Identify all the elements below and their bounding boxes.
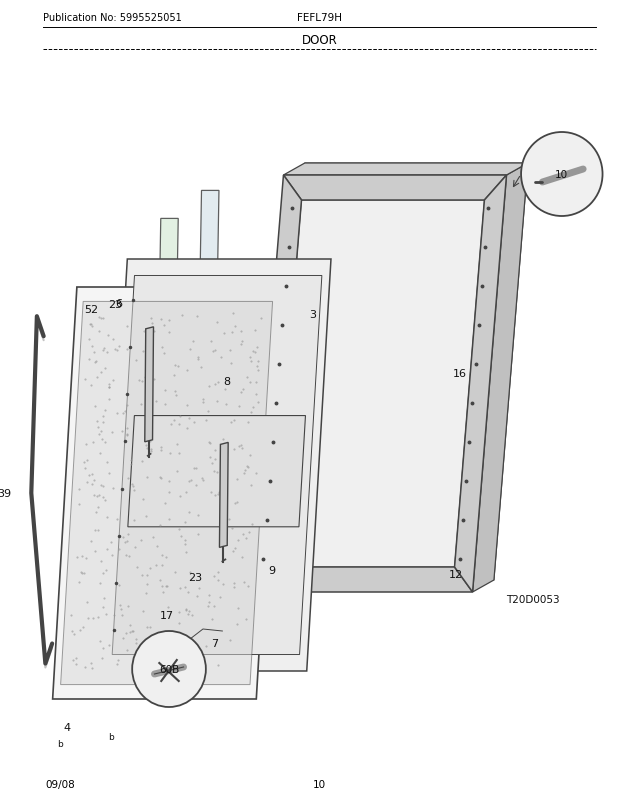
Text: 60B: 60B: [159, 664, 179, 674]
Text: 52: 52: [84, 305, 99, 314]
Text: DOOR: DOOR: [301, 34, 337, 47]
Text: eReplacementParts.com: eReplacementParts.com: [256, 415, 383, 424]
Text: 12: 12: [448, 569, 463, 579]
Text: 10: 10: [556, 170, 569, 180]
Circle shape: [521, 133, 603, 217]
Polygon shape: [154, 219, 178, 643]
Polygon shape: [112, 276, 322, 654]
Polygon shape: [61, 302, 273, 685]
Polygon shape: [249, 567, 472, 592]
Polygon shape: [128, 416, 306, 527]
Text: FEFL79H: FEFL79H: [297, 13, 342, 23]
Polygon shape: [53, 288, 280, 699]
Text: b: b: [58, 739, 63, 748]
Text: 09/08: 09/08: [46, 779, 76, 789]
Text: 16: 16: [453, 368, 467, 379]
Text: 8: 8: [223, 377, 230, 387]
Polygon shape: [454, 176, 507, 592]
Polygon shape: [249, 176, 301, 592]
Text: 39: 39: [0, 488, 11, 498]
Text: 7: 7: [211, 638, 218, 648]
Text: Publication No: 5995525051: Publication No: 5995525051: [43, 13, 182, 23]
Polygon shape: [103, 260, 331, 671]
Text: 23: 23: [108, 299, 123, 310]
Text: 10: 10: [312, 779, 326, 789]
Text: 17: 17: [160, 610, 174, 620]
Polygon shape: [144, 327, 154, 442]
Text: b: b: [108, 732, 113, 742]
Polygon shape: [472, 164, 528, 592]
Circle shape: [132, 631, 206, 707]
Polygon shape: [283, 176, 507, 200]
Polygon shape: [283, 164, 528, 176]
Text: 6: 6: [115, 298, 122, 309]
Polygon shape: [272, 200, 484, 567]
Text: T20D0053: T20D0053: [506, 594, 559, 604]
Polygon shape: [219, 443, 228, 548]
Text: 9: 9: [268, 565, 275, 575]
Text: 4: 4: [64, 722, 71, 732]
Polygon shape: [194, 191, 219, 615]
Text: 3: 3: [309, 310, 316, 319]
Text: 23: 23: [188, 573, 202, 583]
